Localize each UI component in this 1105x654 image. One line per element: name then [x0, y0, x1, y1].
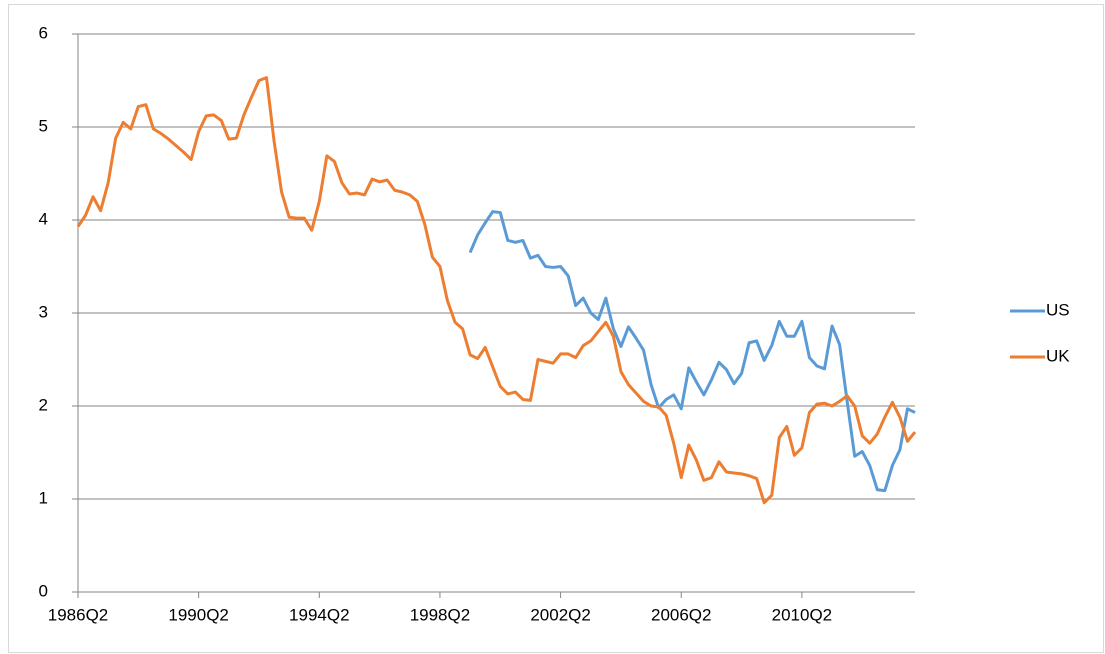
x-tick-label: 1990Q2: [168, 605, 229, 624]
x-tick-label: 2002Q2: [530, 605, 591, 624]
x-tick-label: 2006Q2: [651, 605, 712, 624]
y-tick-label: 0: [39, 581, 48, 600]
y-tick-label: 1: [39, 488, 48, 507]
y-tick-label: 3: [39, 302, 48, 321]
legend-label: US: [1046, 300, 1070, 319]
x-tick-label: 1998Q2: [410, 605, 471, 624]
y-tick-label: 5: [39, 116, 48, 135]
series-line: [76, 76, 917, 505]
x-tick-label: 2010Q2: [772, 605, 833, 624]
series-line: [468, 210, 916, 493]
y-tick-label: 4: [39, 209, 48, 228]
y-tick-label: 6: [39, 23, 48, 42]
legend-label: UK: [1046, 346, 1070, 365]
chart-border: [8, 4, 1104, 653]
x-tick-label: 1994Q2: [289, 605, 350, 624]
y-tick-label: 2: [39, 395, 48, 414]
x-tick-label: 1986Q2: [48, 605, 109, 624]
